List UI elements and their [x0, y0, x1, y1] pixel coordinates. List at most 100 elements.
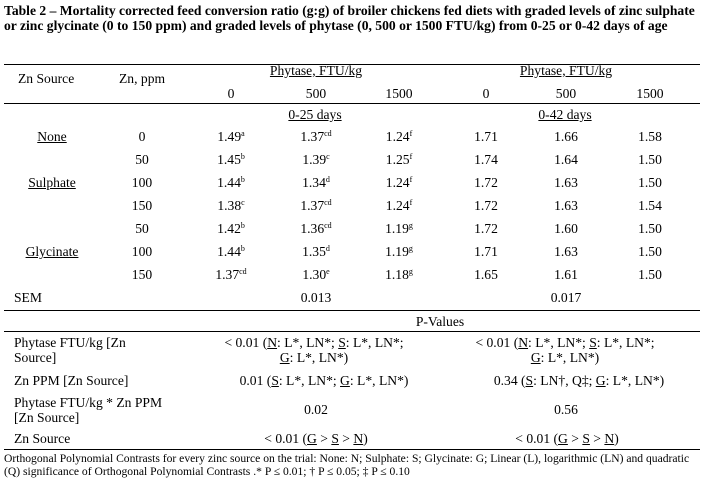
- fcr-cell-42d: 1.50: [638, 267, 662, 282]
- pvalue-42: 0.56: [554, 402, 578, 417]
- fcr-cell-25d: 1.37cd: [300, 129, 331, 144]
- zn-source-header: Zn Source: [18, 71, 75, 86]
- cell-value: 1.37: [300, 198, 325, 213]
- pvalues-rule: [4, 331, 700, 332]
- fcr-cell-25d: 1.39c: [302, 152, 329, 167]
- fcr-cell-42d: 1.50: [638, 152, 662, 167]
- zn-ppm-cell: 150: [132, 198, 152, 213]
- fcr-cell-42d: 1.50: [638, 244, 662, 259]
- significance-letter: cd: [324, 221, 332, 230]
- cell-value: 1.58: [638, 129, 662, 144]
- fcr-cell-25d: 1.44b: [217, 244, 245, 259]
- period-label-42: 0-42 days: [538, 107, 592, 122]
- fcr-cell-42d: 1.50: [638, 221, 662, 236]
- significance-letter: e: [326, 267, 330, 276]
- cell-value: 1.37: [300, 129, 325, 144]
- zn-ppm-cell: 100: [132, 244, 152, 259]
- fcr-cell-25d: 1.35d: [302, 244, 330, 259]
- fcr-cell-25d: 1.24f: [386, 129, 412, 144]
- significance-letter: cd: [324, 198, 332, 207]
- fcr-cell-25d: 1.37cd: [215, 267, 246, 282]
- fcr-cell-42d: 1.65: [474, 267, 498, 282]
- pvalue-25: < 0.01 (G > S > N): [264, 431, 368, 446]
- fcr-cell-25d: 1.37cd: [300, 198, 331, 213]
- cell-value: 150: [131, 267, 153, 282]
- significance-letter: b: [240, 244, 245, 253]
- phytase-level: 0: [227, 86, 235, 101]
- cell-value: 1.71: [474, 129, 498, 144]
- cell-value: 1.50: [638, 267, 662, 282]
- fcr-cell-42d: 1.74: [474, 152, 498, 167]
- fcr-cell-42d: 1.54: [638, 198, 662, 213]
- phytase-level: 500: [555, 86, 577, 101]
- fcr-cell-25d: 1.25f: [386, 152, 412, 167]
- significance-letter: b: [240, 221, 245, 230]
- cell-value: 1.63: [554, 175, 578, 190]
- cell-value: 1.60: [554, 221, 578, 236]
- cell-value: 1.36: [300, 221, 325, 236]
- fcr-cell-25d: 1.36cd: [300, 221, 331, 236]
- significance-letter: g: [408, 267, 413, 276]
- fcr-cell-25d: 1.44b: [217, 175, 245, 190]
- significance-letter: g: [408, 221, 413, 230]
- period-label-25: 0-25 days: [288, 107, 342, 122]
- cell-value: 1.39: [302, 152, 327, 167]
- zn-ppm-cell: 0: [139, 129, 146, 144]
- fcr-cell-42d: 1.60: [554, 221, 578, 236]
- fcr-cell-25d: 1.19g: [385, 244, 413, 259]
- significance-letter: f: [409, 152, 413, 161]
- cell-value: 1.54: [638, 198, 662, 213]
- significance-letter: c: [326, 152, 330, 161]
- fcr-cell-25d: 1.19g: [385, 221, 413, 236]
- bottom-rule: [4, 449, 700, 450]
- sem-label: SEM: [14, 290, 42, 305]
- footnote: Orthogonal Polynomial Contrasts for ever…: [4, 452, 690, 478]
- cell-value: 1.19: [385, 221, 409, 236]
- cell-value: 1.24: [385, 129, 410, 144]
- fcr-cell-25d: 1.42b: [217, 221, 245, 236]
- cell-value: 1.50: [638, 175, 662, 190]
- sem-rule: [4, 310, 700, 311]
- sem-value-42: 0.017: [550, 290, 582, 305]
- cell-value: 1.45: [217, 152, 241, 167]
- significance-letter: f: [409, 198, 413, 207]
- fcr-cell-25d: 1.24f: [386, 198, 412, 213]
- group-label-sulphate: Sulphate: [28, 175, 76, 190]
- fcr-cell-42d: 1.72: [474, 198, 498, 213]
- zn-ppm-cell: 100: [132, 175, 152, 190]
- cell-value: 1.19: [385, 244, 409, 259]
- pvalue-label: Zn PPM [Zn Source]: [14, 373, 129, 388]
- cell-value: 1.44: [217, 175, 241, 190]
- group-label-glycinate: Glycinate: [25, 244, 79, 259]
- zn-ppm-cell: 50: [135, 221, 149, 236]
- fcr-cell-42d: 1.72: [474, 175, 498, 190]
- fcr-cell-42d: 1.64: [554, 152, 578, 167]
- fcr-cell-42d: 1.58: [638, 129, 662, 144]
- pvalues-heading: P-Values: [415, 314, 465, 329]
- fcr-cell-25d: 1.24f: [386, 175, 412, 190]
- significance-letter: a: [241, 129, 245, 138]
- significance-letter: c: [241, 198, 245, 207]
- cell-value: 1.50: [638, 152, 662, 167]
- cell-value: 50: [135, 152, 149, 167]
- cell-value: 100: [131, 244, 153, 259]
- pvalue-25: 0.01 (S: L*, LN*; G: L*, LN*): [239, 373, 409, 388]
- cell-value: 1.38: [217, 198, 242, 213]
- significance-letter: g: [408, 244, 413, 253]
- phytase-header-25: Phytase, FTU/kg: [269, 63, 363, 78]
- fcr-cell-25d: 1.45b: [217, 152, 245, 167]
- phytase-level: 0: [482, 86, 490, 101]
- header-rule: [4, 103, 700, 104]
- zn-ppm-cell: 50: [135, 152, 149, 167]
- pvalue-42: < 0.01 (G > S > N): [515, 431, 619, 446]
- top-rule: [4, 64, 700, 65]
- cell-value: 1.25: [385, 152, 410, 167]
- pvalue-25: 0.02: [304, 402, 328, 417]
- pvalue-label: Zn Source: [14, 431, 71, 446]
- cell-value: 1.71: [474, 244, 498, 259]
- cell-value: 1.50: [638, 244, 662, 259]
- cell-value: 1.18: [385, 267, 409, 282]
- cell-value: 150: [131, 198, 153, 213]
- cell-value: 1.24: [385, 198, 410, 213]
- cell-value: 1.30: [302, 267, 327, 282]
